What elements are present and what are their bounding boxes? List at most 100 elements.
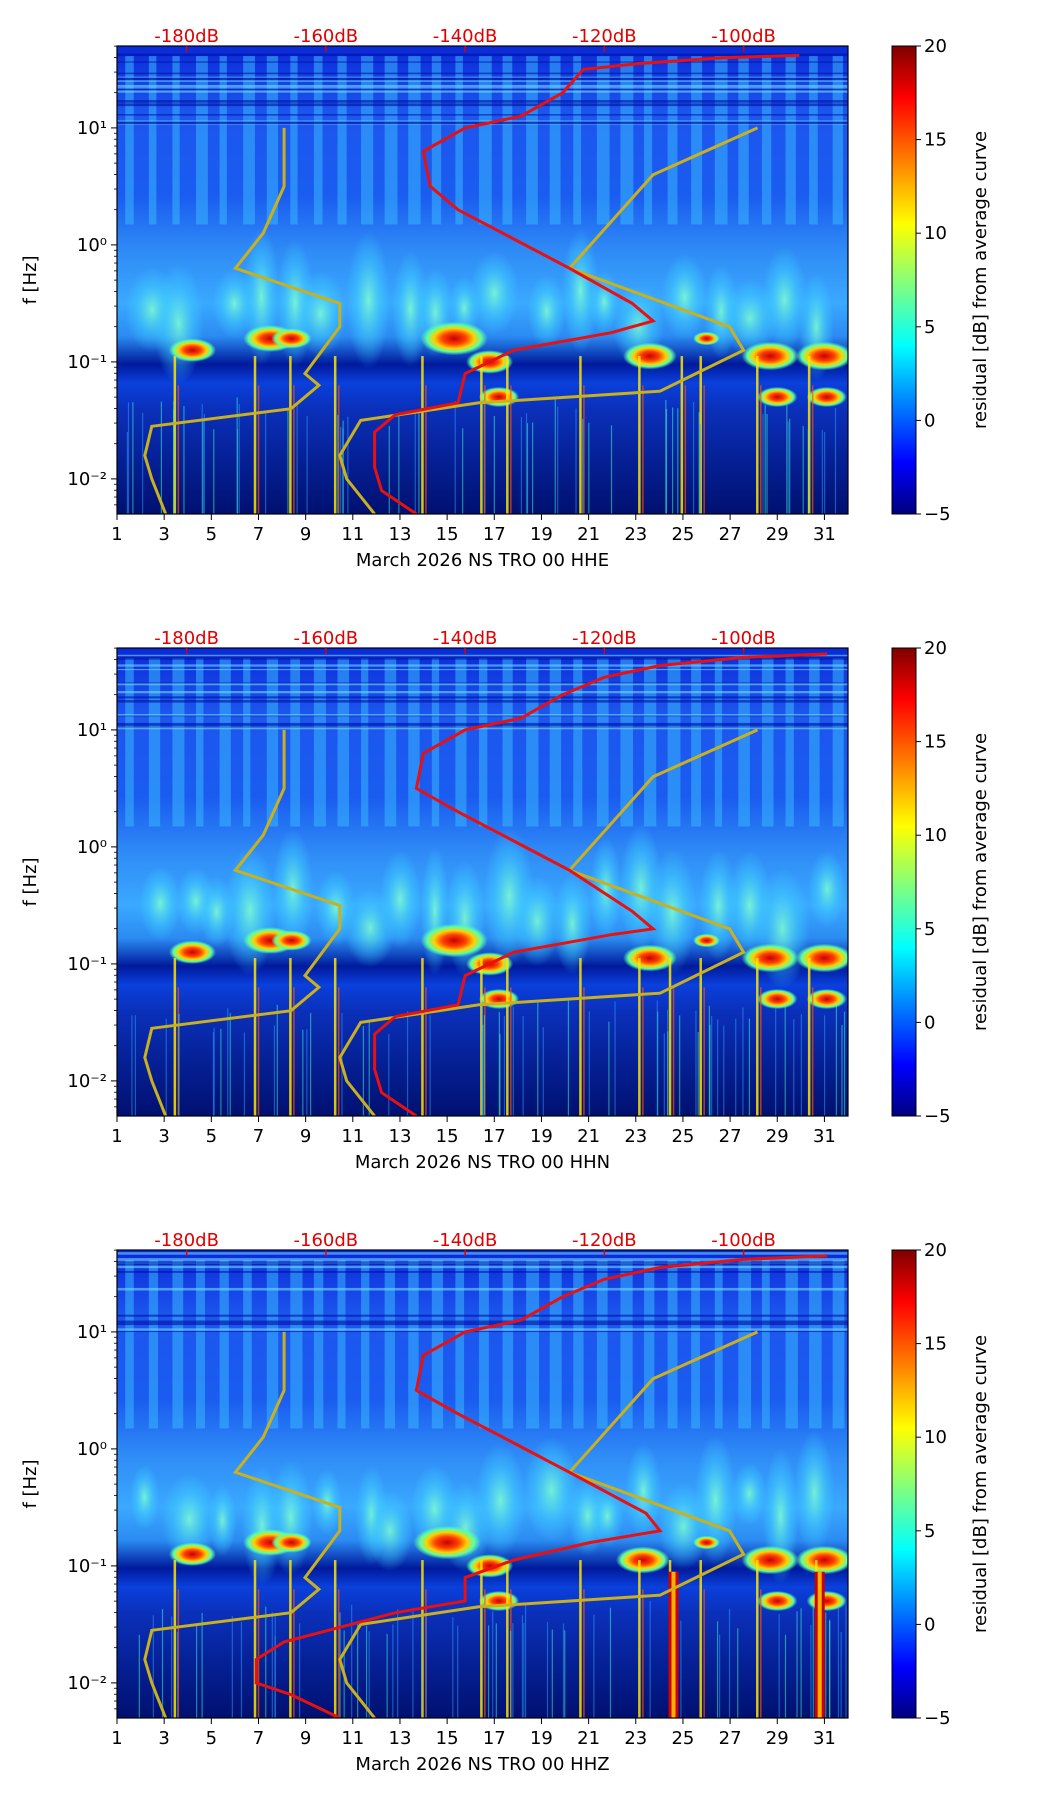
db-scale-label: -100dB: [711, 1230, 776, 1251]
day-stripe: [384, 658, 397, 827]
db-scale-label: -140dB: [433, 628, 498, 649]
hot-spot: [420, 923, 488, 958]
hot-spot: [757, 386, 798, 408]
x-tick-label: 17: [483, 524, 506, 545]
colorbar-tick-label: 15: [924, 1334, 947, 1355]
event-spike: [421, 1560, 424, 1718]
event-spike: [173, 1560, 177, 1718]
spectrogram-area: [117, 1250, 848, 1718]
strong-band-core: [817, 1571, 822, 1718]
event-spike: [126, 431, 129, 514]
event-spike: [642, 1589, 644, 1718]
day-stripe: [478, 658, 488, 827]
colorbar: 20 15 10 5 0 −5 residual [dB] from average cur…: [891, 1240, 991, 1729]
event-spike: [583, 987, 585, 1116]
day-stripe: [691, 1260, 700, 1429]
glow-blob: [366, 1490, 414, 1572]
event-spike: [510, 1630, 512, 1718]
glow-blob: [223, 846, 277, 976]
event-spike: [368, 1019, 370, 1116]
hot-spot: [271, 1532, 312, 1553]
event-spike: [742, 1007, 744, 1116]
event-spike: [152, 1615, 154, 1718]
event-spike: [196, 1625, 198, 1718]
event-spike: [845, 1604, 847, 1718]
x-tick-label: 15: [436, 1126, 459, 1147]
event-spike: [487, 1625, 490, 1718]
event-spike: [680, 1620, 682, 1718]
glow-blob: [527, 274, 566, 349]
x-tick-label: 29: [766, 1126, 789, 1147]
day-stripe: [502, 658, 513, 827]
event-spike: [142, 412, 144, 514]
noise-line: [117, 1320, 848, 1323]
event-spike: [575, 408, 577, 514]
event-spike: [756, 958, 759, 1116]
event-spike: [183, 406, 185, 514]
day-stripe: [738, 56, 749, 225]
high-frequency-lines: [117, 654, 848, 730]
x-tick-label: 13: [389, 524, 412, 545]
event-spike: [825, 1612, 827, 1718]
event-spike: [510, 987, 512, 1116]
noise-line: [117, 1322, 848, 1326]
day-stripe: [148, 658, 161, 827]
colorbar-tick-label: 10: [924, 223, 947, 244]
x-tick-label: 31: [813, 1728, 836, 1749]
glow-blob: [469, 251, 520, 336]
day-stripe: [596, 658, 609, 827]
noise-line: [117, 683, 848, 686]
day-stripe: [219, 1260, 229, 1429]
percentile-curve-high: [338, 1330, 759, 1718]
percentile-curve-high: [338, 126, 759, 514]
event-spike: [173, 356, 177, 514]
x-tick-label: 5: [206, 524, 217, 545]
event-spike: [333, 958, 337, 1116]
noise-line: [117, 1265, 848, 1268]
x-tick-label: 27: [719, 1728, 742, 1749]
noise-line: [117, 722, 848, 726]
glow-blob: [392, 250, 429, 368]
event-spike: [293, 385, 295, 514]
glow-blob: [694, 1434, 737, 1566]
event-spike: [796, 1611, 798, 1718]
event-spike: [564, 1630, 566, 1718]
event-spike: [829, 1619, 831, 1718]
day-stripe: [549, 1260, 562, 1429]
colorbar-tick-label: −5: [924, 504, 951, 525]
event-spike: [665, 399, 667, 514]
event-spike: [840, 1631, 842, 1718]
x-tick-label: 27: [719, 1126, 742, 1147]
y-tick-label: 10⁰: [77, 837, 107, 858]
event-spike: [299, 1623, 301, 1718]
event-spikes: [131, 958, 846, 1116]
colorbar-tick-label: 10: [924, 1427, 947, 1448]
colorbar-tick-label: 5: [924, 919, 935, 940]
noise-line: [117, 1287, 848, 1291]
glow-blob: [346, 230, 391, 370]
event-spike: [760, 1589, 762, 1718]
event-spike: [414, 410, 416, 514]
event-spike: [778, 1614, 780, 1718]
colorbar: 20 15 10 5 0 −5 residual [dB] from average cur…: [891, 638, 991, 1127]
day-stripe: [596, 56, 610, 225]
day-stripe: [313, 56, 323, 225]
event-spike: [699, 958, 702, 1116]
hot-spot: [741, 341, 799, 371]
event-spike: [717, 1019, 719, 1116]
event-spike: [342, 420, 344, 514]
db-scale-label: -180dB: [154, 26, 219, 47]
event-spike: [177, 1589, 180, 1718]
hot-spot: [420, 321, 488, 356]
day-stripe: [573, 56, 582, 225]
noise-line: [117, 90, 848, 93]
colorbar-label: residual [dB] from average curve: [970, 1335, 991, 1633]
event-spike: [173, 400, 175, 514]
day-stripe: [785, 1260, 798, 1429]
event-spike: [274, 1615, 276, 1718]
y-tick-label: 10⁻²: [67, 1673, 107, 1694]
x-tick-label: 11: [341, 1126, 364, 1147]
db-scale-label: -180dB: [154, 628, 219, 649]
event-spike: [802, 426, 804, 514]
event-spike: [807, 958, 811, 1116]
